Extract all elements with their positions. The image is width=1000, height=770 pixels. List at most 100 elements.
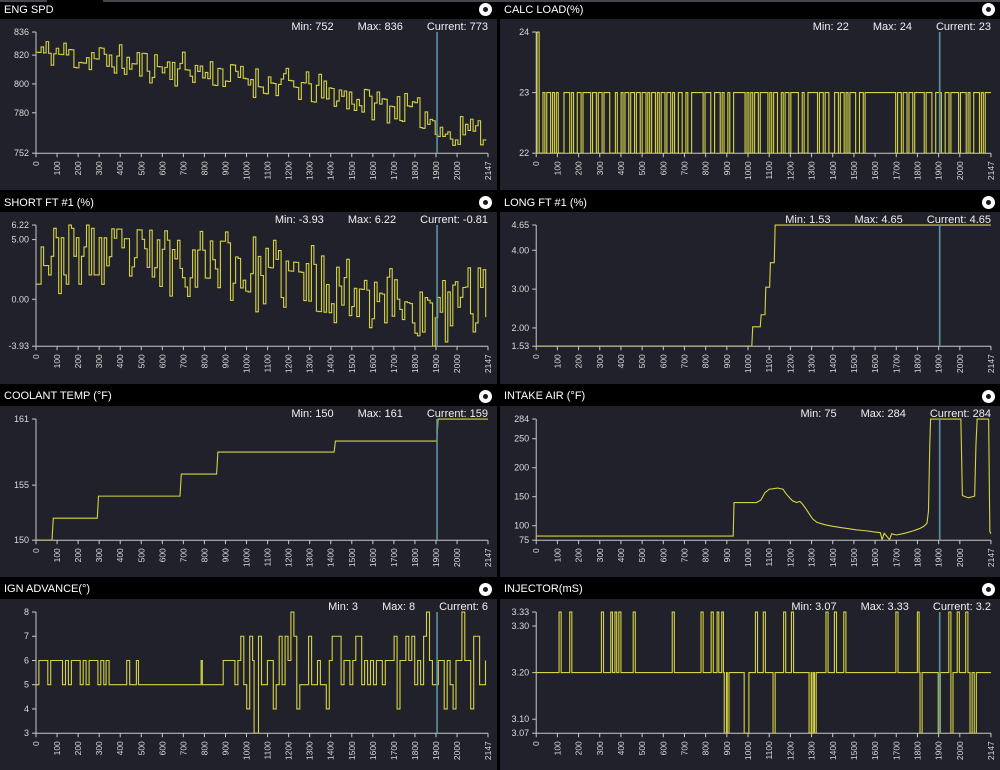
svg-text:1200: 1200 [785, 354, 795, 373]
svg-text:1800: 1800 [410, 547, 420, 566]
svg-text:700: 700 [679, 547, 689, 561]
svg-text:100: 100 [52, 741, 62, 755]
chart-canvas[interactable]: 161 155 1500 100 200 300 400 500 600 700 800 900 100… [0, 405, 497, 577]
svg-text:200: 200 [574, 547, 584, 561]
chart-canvas[interactable]: 284 250 200 150 100 750 100 200 300 400 500 600 700 8… [500, 405, 1000, 577]
svg-text:1100: 1100 [263, 547, 273, 566]
svg-text:300: 300 [94, 547, 104, 561]
svg-text:2147: 2147 [986, 547, 996, 566]
record-icon[interactable] [982, 582, 995, 596]
svg-text:600: 600 [658, 741, 668, 755]
svg-text:1100: 1100 [263, 741, 273, 760]
svg-text:2147: 2147 [986, 741, 996, 760]
stat-current: Current: 159 [426, 407, 488, 420]
chart-area[interactable]: Min: 3 Max: 8 Current: 6 8 7 6 5 4 3 0 100 200 30… [0, 598, 497, 770]
record-icon[interactable] [982, 196, 995, 210]
stat-max: Max: 6.22 [347, 214, 397, 227]
panel-title: ENG SPD [4, 3, 54, 16]
svg-text:1100: 1100 [764, 741, 774, 760]
svg-text:200: 200 [514, 462, 529, 472]
svg-text:5.00: 5.00 [11, 235, 29, 245]
svg-text:0: 0 [531, 161, 541, 166]
stat-max: Max: 8 [382, 600, 416, 613]
svg-text:0.00: 0.00 [11, 295, 29, 305]
svg-text:1900: 1900 [934, 547, 944, 566]
record-icon[interactable] [479, 389, 492, 403]
svg-text:200: 200 [574, 161, 584, 175]
svg-text:1300: 1300 [305, 161, 315, 180]
svg-text:1600: 1600 [870, 741, 880, 760]
svg-text:100: 100 [52, 547, 62, 561]
svg-text:1100: 1100 [263, 161, 273, 180]
chart-canvas[interactable]: 8 7 6 5 4 30 100 200 300 400 500 600 700 800 900 1000 11… [0, 598, 497, 770]
panel-titlebar: COOLANT TEMP (°F) [0, 386, 497, 406]
stat-current: Current: -0.81 [420, 214, 488, 227]
chart-canvas[interactable]: 4.65 4.00 3.00 2.00 1.530 100 200 300 400 500 600 7… [500, 212, 1000, 384]
chart-area[interactable]: Min: -3.93 Max: 6.22 Current: -0.81 6.22… [0, 212, 497, 384]
svg-text:400: 400 [616, 354, 626, 368]
svg-text:1900: 1900 [934, 161, 944, 180]
svg-text:1600: 1600 [368, 547, 378, 566]
svg-text:1800: 1800 [410, 161, 420, 180]
panel-titlebar: IGN ADVANCE(°) [0, 579, 497, 599]
record-icon[interactable] [479, 196, 492, 210]
svg-text:4.65: 4.65 [512, 220, 530, 230]
svg-text:1600: 1600 [368, 161, 378, 180]
chart-area[interactable]: Min: 75 Max: 284 Current: 284 284 250 200 1… [500, 405, 1000, 577]
stat-current: Current: 4.65 [926, 214, 991, 227]
chart-canvas[interactable]: 6.22 5.00 0.00 -3.930 100 200 300 400 500 600 700 8… [0, 212, 497, 384]
chart-canvas[interactable]: 24 23 220 100 200 300 400 500 600 700 800 900 1000 11… [500, 19, 1000, 191]
svg-text:1600: 1600 [368, 354, 378, 373]
svg-text:1300: 1300 [807, 741, 817, 760]
svg-text:284: 284 [514, 414, 529, 424]
chart-canvas[interactable]: 3.33 3.30 3.20 3.10 3.070 100 200 300 400 500 600 7… [500, 598, 1000, 770]
svg-text:600: 600 [157, 354, 167, 368]
svg-text:1600: 1600 [870, 354, 880, 373]
panel-title: SHORT FT #1 (%) [4, 196, 94, 209]
svg-text:1.53: 1.53 [512, 341, 530, 351]
svg-text:4.00: 4.00 [512, 246, 530, 256]
svg-text:820: 820 [14, 50, 29, 60]
chart-area[interactable]: Min: 1.53 Max: 4.65 Current: 4.65 4.65 4.… [500, 212, 1000, 384]
panel-title: IGN ADVANCE(°) [4, 583, 91, 596]
svg-text:0: 0 [31, 741, 41, 746]
svg-text:1300: 1300 [305, 354, 315, 373]
svg-text:2147: 2147 [483, 547, 493, 566]
svg-text:100: 100 [552, 354, 562, 368]
chart-area[interactable]: Min: 22 Max: 24 Current: 23 24 23 22 0 100 20… [500, 19, 1000, 191]
svg-text:1800: 1800 [912, 547, 922, 566]
svg-text:1200: 1200 [284, 161, 294, 180]
svg-text:1200: 1200 [284, 741, 294, 760]
svg-text:0: 0 [31, 161, 41, 166]
stats-row: Min: 150 Max: 161 Current: 159 [291, 408, 488, 420]
svg-text:900: 900 [722, 741, 732, 755]
svg-text:8: 8 [24, 607, 29, 617]
chart-area[interactable]: Min: 3.07 Max: 3.33 Current: 3.2 3.33 3.3… [500, 598, 1000, 770]
svg-text:500: 500 [136, 547, 146, 561]
svg-text:1500: 1500 [849, 161, 859, 180]
svg-text:1000: 1000 [743, 547, 753, 566]
svg-text:161: 161 [14, 414, 29, 424]
stat-min: Min: 3.07 [791, 600, 837, 613]
svg-text:200: 200 [73, 354, 83, 368]
svg-text:1900: 1900 [934, 741, 944, 760]
chart-area[interactable]: Min: 150 Max: 161 Current: 159 161 155 150… [0, 405, 497, 577]
panel-title: LONG FT #1 (%) [504, 196, 587, 209]
svg-text:2147: 2147 [986, 354, 996, 373]
svg-text:100: 100 [552, 161, 562, 175]
record-icon[interactable] [982, 389, 995, 403]
stat-min: Min: 75 [800, 407, 837, 420]
svg-text:1500: 1500 [347, 161, 357, 180]
svg-text:400: 400 [616, 161, 626, 175]
record-icon[interactable] [479, 582, 492, 596]
svg-text:700: 700 [679, 161, 689, 175]
chart-area[interactable]: Min: 752 Max: 836 Current: 773 836 820 800… [0, 19, 497, 191]
record-icon[interactable] [479, 3, 492, 16]
svg-text:6.22: 6.22 [11, 220, 29, 230]
record-icon[interactable] [982, 3, 995, 16]
stat-max: Max: 284 [860, 407, 906, 420]
svg-text:2.00: 2.00 [512, 323, 530, 333]
svg-text:1900: 1900 [431, 161, 441, 180]
